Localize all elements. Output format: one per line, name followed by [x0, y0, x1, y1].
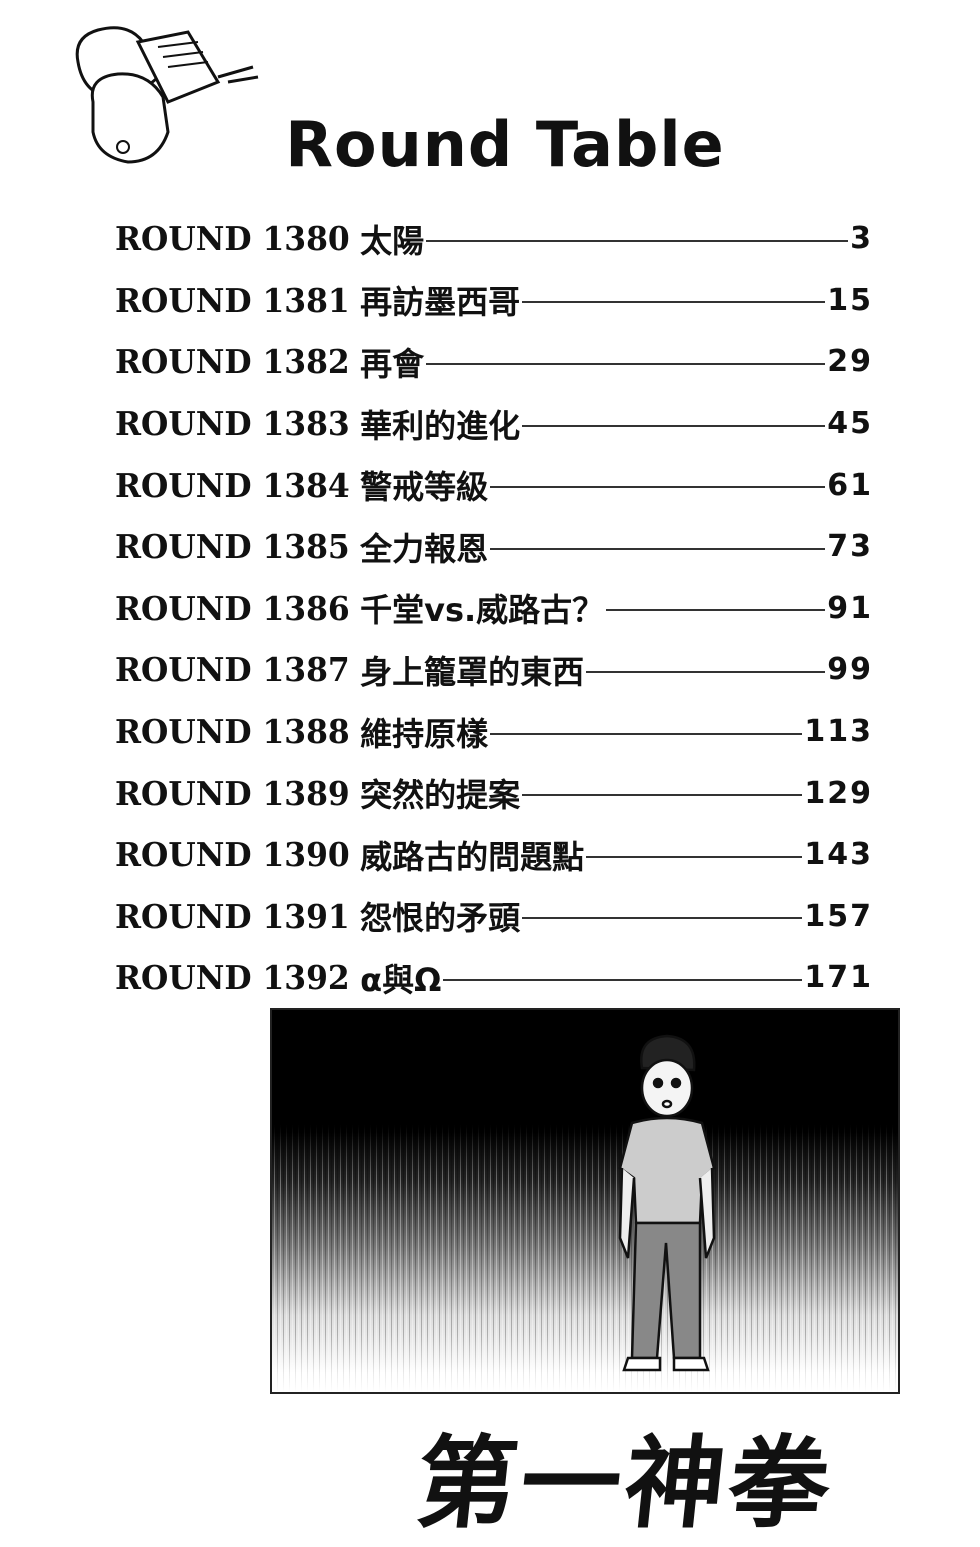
leader-line — [490, 732, 803, 735]
toc-row[interactable]: ROUND 1385 全力報恩 73 — [115, 516, 873, 578]
round-label: ROUND 1382 — [115, 342, 350, 382]
round-label: ROUND 1387 — [115, 650, 350, 690]
toc-row[interactable]: ROUND 1382 再會 29 — [115, 331, 873, 393]
chapter-title: 全力報恩 — [360, 529, 489, 568]
toc-row[interactable]: ROUND 1387 身上籠罩的東西 99 — [115, 639, 873, 701]
chapter-title: 身上籠罩的東西 — [360, 652, 585, 691]
page-number: 45 — [827, 406, 873, 442]
boxing-gloves-icon — [75, 26, 259, 164]
leader-line — [426, 239, 849, 242]
round-label: ROUND 1390 — [115, 835, 350, 875]
page-number: 15 — [827, 282, 873, 318]
toc-row[interactable]: ROUND 1388 維持原樣 113 — [115, 701, 873, 763]
series-logo: 第一神拳 — [410, 1425, 840, 1542]
page-number: 171 — [804, 960, 873, 996]
toc-row[interactable]: ROUND 1384 警戒等級 61 — [115, 454, 873, 516]
page-title: Round Table — [285, 108, 725, 181]
round-label: ROUND 1388 — [115, 712, 350, 752]
page-number: 3 — [850, 221, 873, 257]
leader-line — [586, 855, 803, 858]
round-label: ROUND 1385 — [115, 527, 350, 567]
page-number: 61 — [827, 467, 873, 503]
chapter-title: 威路古的問題點 — [360, 837, 585, 876]
grass-texture — [272, 1010, 898, 1392]
leader-line — [586, 670, 826, 673]
toc-row[interactable]: ROUND 1390 威路古的問題點 143 — [115, 824, 873, 886]
leader-line — [606, 609, 826, 612]
page-number: 143 — [804, 837, 873, 873]
round-label: ROUND 1380 — [115, 219, 350, 259]
manga-illustration-panel — [270, 1008, 900, 1394]
toc-row[interactable]: ROUND 1392 α與Ω 171 — [115, 947, 873, 1009]
page-number: 129 — [804, 775, 873, 811]
chapter-title: 千堂vs.威路古？ — [360, 591, 605, 630]
toc-row[interactable]: ROUND 1383 華利的進化 45 — [115, 393, 873, 455]
chapter-title: 維持原樣 — [360, 714, 489, 753]
round-label: ROUND 1384 — [115, 465, 350, 505]
round-label: ROUND 1386 — [115, 588, 350, 628]
chapter-title: 太陽 — [360, 221, 425, 260]
toc-row[interactable]: ROUND 1389 突然的提案 129 — [115, 762, 873, 824]
chapter-title: 再訪墨西哥 — [360, 283, 521, 322]
leader-line — [522, 424, 826, 427]
chapter-title: 怨恨的矛頭 — [360, 899, 521, 938]
page-number: 157 — [804, 898, 873, 934]
table-of-contents: ROUND 1380 太陽 3 ROUND 1381 再訪墨西哥 15 ROUND 13… — [115, 208, 873, 1009]
page-number: 99 — [827, 652, 873, 688]
round-label: ROUND 1391 — [115, 896, 350, 936]
page-number: 29 — [827, 344, 873, 380]
toc-row[interactable]: ROUND 1391 怨恨的矛頭 157 — [115, 886, 873, 948]
chapter-title: 華利的進化 — [360, 406, 521, 445]
chapter-title: α與Ω — [360, 960, 442, 999]
round-label: ROUND 1383 — [115, 404, 350, 444]
leader-line — [490, 486, 826, 489]
chapter-title: 突然的提案 — [360, 776, 521, 815]
leader-line — [490, 547, 826, 550]
page-number: 73 — [827, 529, 873, 565]
toc-row[interactable]: ROUND 1381 再訪墨西哥 15 — [115, 270, 873, 332]
leader-line — [426, 362, 826, 365]
leader-line — [522, 917, 803, 920]
chapter-title: 再會 — [360, 344, 425, 383]
page-number: 113 — [804, 714, 873, 750]
round-label: ROUND 1381 — [115, 280, 350, 320]
page-number: 91 — [827, 590, 873, 626]
leader-line — [443, 978, 803, 981]
leader-line — [522, 794, 803, 797]
leader-line — [522, 301, 826, 304]
round-label: ROUND 1392 — [115, 958, 350, 998]
round-label: ROUND 1389 — [115, 773, 350, 813]
toc-row[interactable]: ROUND 1380 太陽 3 — [115, 208, 873, 270]
chapter-title: 警戒等級 — [360, 468, 489, 507]
boxer-figure-illustration — [618, 1034, 716, 1372]
toc-row[interactable]: ROUND 1386 千堂vs.威路古？ 91 — [115, 578, 873, 640]
